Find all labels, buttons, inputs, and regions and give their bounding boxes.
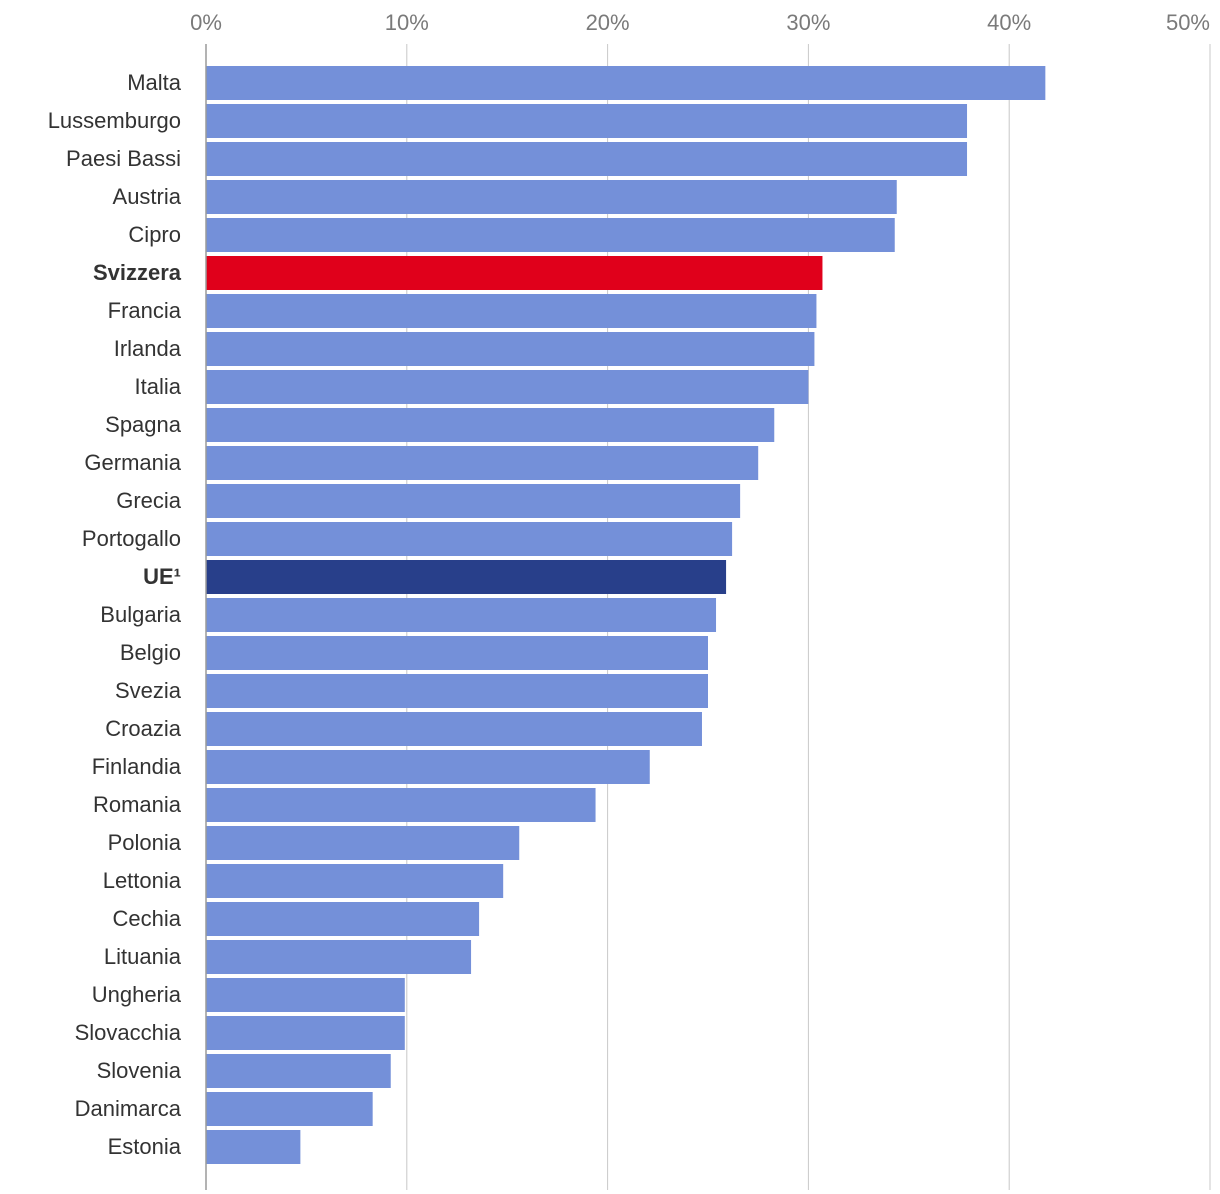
bar-danimarca (206, 1092, 373, 1126)
bar-ungheria (206, 978, 405, 1012)
category-label: Svizzera (93, 260, 182, 285)
bar-grecia (206, 484, 741, 518)
x-tick-label: 10% (385, 10, 429, 35)
category-label: Austria (113, 184, 182, 209)
category-label: Slovacchia (75, 1020, 182, 1045)
x-tick-label: 40% (987, 10, 1031, 35)
bar-svezia (206, 674, 708, 708)
category-label: Danimarca (75, 1096, 182, 1121)
category-label: Ungheria (92, 982, 182, 1007)
bar-estonia (206, 1130, 301, 1164)
bar-slovacchia (206, 1016, 405, 1050)
bar-svizzera (206, 256, 823, 290)
bar-finlandia (206, 750, 650, 784)
bar-irlanda (206, 332, 815, 366)
bar-austria (206, 180, 897, 214)
category-label: Croazia (105, 716, 182, 741)
bar-cipro (206, 218, 895, 252)
bar-bulgaria (206, 598, 717, 632)
bar-portogallo (206, 522, 733, 556)
bar-slovenia (206, 1054, 391, 1088)
category-label: Cechia (113, 906, 182, 931)
category-label: Malta (127, 70, 182, 95)
category-label: Estonia (108, 1134, 182, 1159)
category-label: Lussemburgo (48, 108, 181, 133)
x-tick-label: 20% (586, 10, 630, 35)
bar-paesi-bassi (206, 142, 968, 176)
bar-polonia (206, 826, 520, 860)
category-labels: Malta Lussemburgo Paesi Bassi Austria Cipro S… (48, 70, 182, 1159)
bar-ue- (206, 560, 727, 594)
bar-cechia (206, 902, 480, 936)
category-label: Svezia (115, 678, 182, 703)
category-label: Paesi Bassi (66, 146, 181, 171)
category-label: Italia (135, 374, 182, 399)
bar-spagna (206, 408, 775, 442)
bar-italia (206, 370, 809, 404)
bars (206, 66, 1046, 1164)
category-label: Cipro (128, 222, 181, 247)
x-tick-label: 50% (1166, 10, 1210, 35)
bar-lituania (206, 940, 472, 974)
category-label: Finlandia (92, 754, 182, 779)
category-label: Lettonia (103, 868, 182, 893)
bar-lussemburgo (206, 104, 968, 138)
bar-malta (206, 66, 1046, 100)
category-label: Germania (84, 450, 181, 475)
category-label: Polonia (108, 830, 182, 855)
category-label: Grecia (116, 488, 182, 513)
category-label: Belgio (120, 640, 181, 665)
bar-croazia (206, 712, 702, 746)
bar-germania (206, 446, 759, 480)
category-label: Irlanda (114, 336, 182, 361)
category-label: Bulgaria (100, 602, 181, 627)
category-label: UE¹ (143, 564, 181, 589)
x-axis-ticks: 0% 10% 20% 30% 40% 50% (190, 10, 1210, 35)
category-label: Romania (93, 792, 182, 817)
x-tick-label: 30% (786, 10, 830, 35)
bar-romania (206, 788, 596, 822)
category-label: Francia (108, 298, 182, 323)
category-label: Slovenia (97, 1058, 182, 1083)
category-label: Portogallo (82, 526, 181, 551)
x-tick-label: 0% (190, 10, 222, 35)
category-label: Lituania (104, 944, 182, 969)
bar-lettonia (206, 864, 504, 898)
bar-belgio (206, 636, 708, 670)
bar-francia (206, 294, 817, 328)
category-label: Spagna (105, 412, 182, 437)
